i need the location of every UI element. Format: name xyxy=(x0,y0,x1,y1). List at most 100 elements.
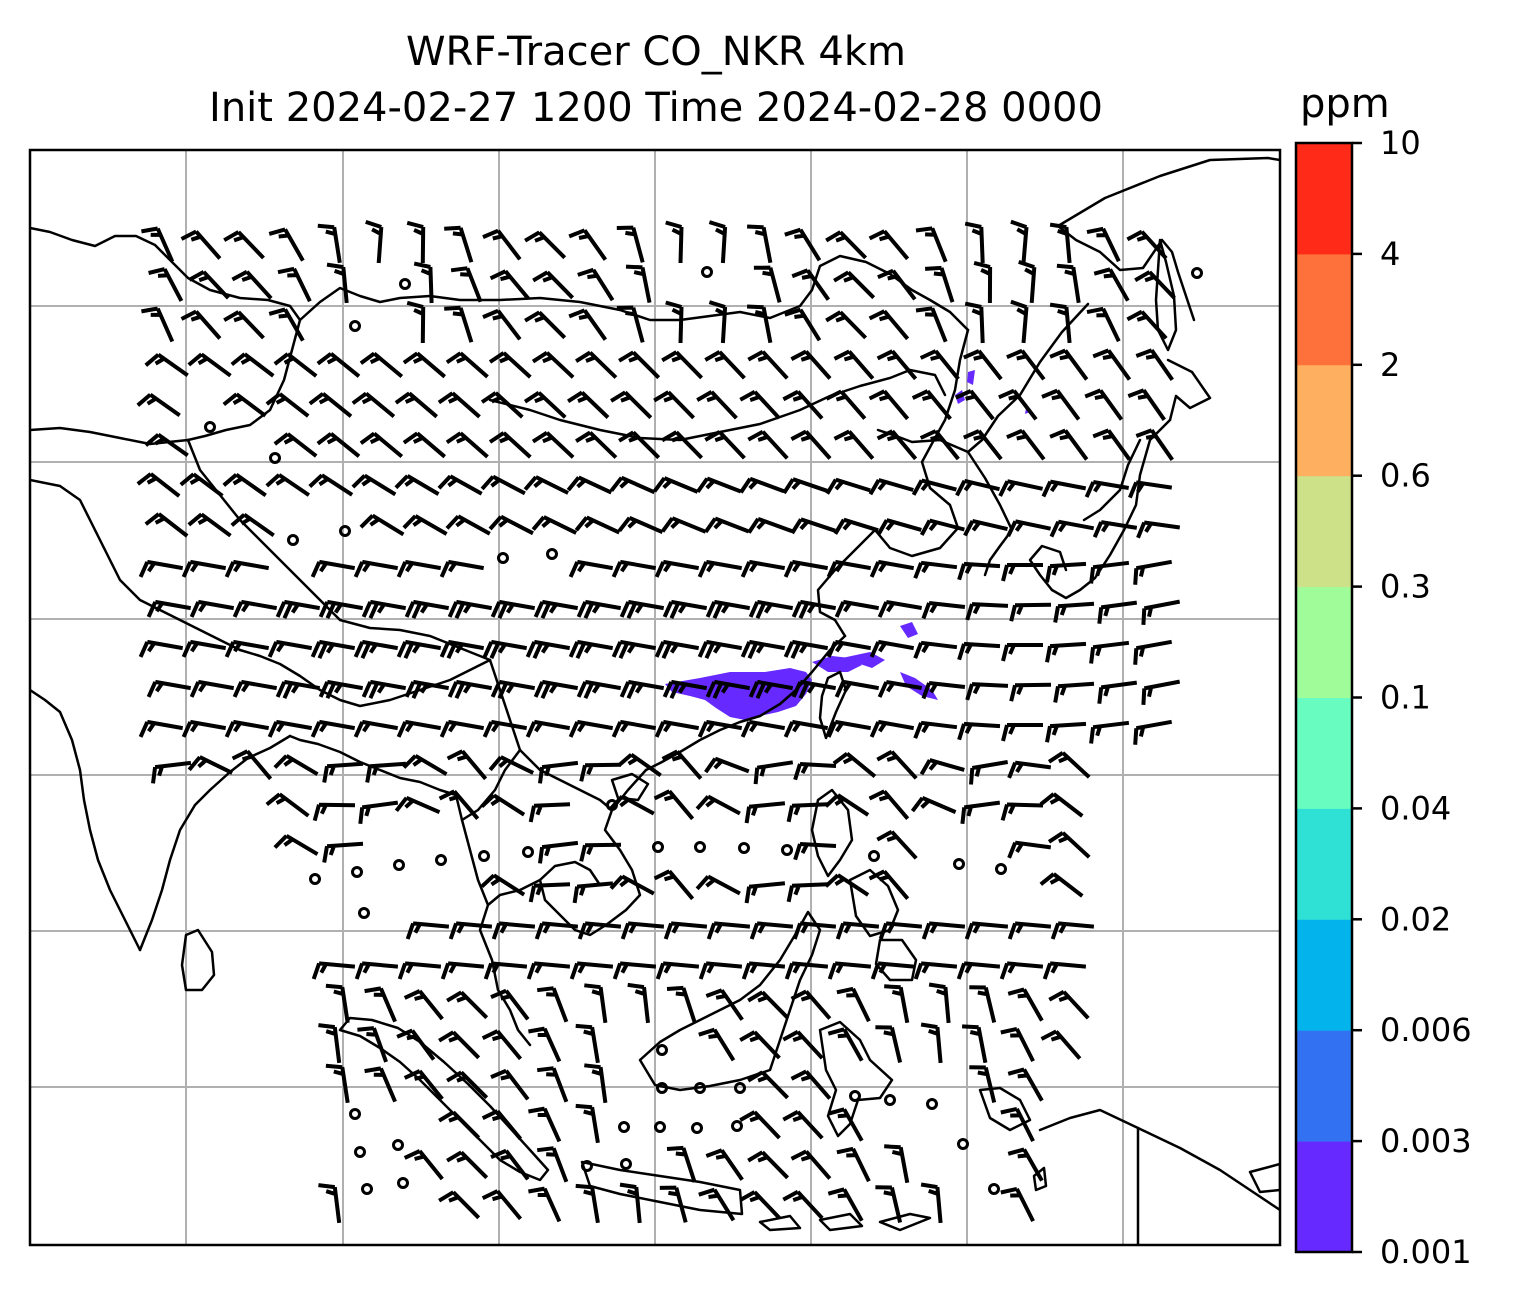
calm-wind-marker xyxy=(620,1158,632,1170)
wind-barb xyxy=(625,264,652,303)
wind-barb xyxy=(1097,600,1138,624)
wind-barb xyxy=(827,961,872,980)
wind-barb xyxy=(740,639,786,660)
wind-barb xyxy=(402,351,446,379)
wind-barb xyxy=(317,223,342,264)
wind-barb xyxy=(749,921,794,940)
wind-barb xyxy=(834,599,880,618)
wind-barb xyxy=(611,639,657,660)
calm-wind-marker xyxy=(339,525,351,537)
wind-barb xyxy=(361,679,407,700)
wind-barb xyxy=(960,800,1001,825)
wind-barb xyxy=(612,961,657,980)
wind-barb xyxy=(273,834,319,856)
wind-barb xyxy=(1092,348,1132,381)
wind-barb xyxy=(310,719,356,738)
wind-barb xyxy=(741,961,786,980)
wind-barb xyxy=(969,1065,997,1103)
wind-barb xyxy=(705,1148,744,1181)
wind-barb xyxy=(397,961,442,980)
colorbar-tick-label: 0.003 xyxy=(1380,1122,1472,1160)
wind-barb xyxy=(450,266,483,303)
wind-barb xyxy=(666,1145,697,1183)
wind-barb xyxy=(138,639,184,658)
colorbar-tick-label: 0.04 xyxy=(1380,789,1451,827)
wind-barb xyxy=(1001,723,1043,742)
wind-barb xyxy=(318,1023,342,1064)
calm-wind-marker xyxy=(351,866,363,878)
wind-barb xyxy=(753,760,794,785)
wind-barb xyxy=(998,388,1038,421)
coastlines xyxy=(30,156,1280,1245)
wind-barb xyxy=(654,559,700,578)
wind-barb xyxy=(783,719,829,738)
wind-barb xyxy=(961,1024,988,1064)
wind-barb xyxy=(1089,720,1130,744)
wind-barb xyxy=(524,310,567,340)
colorbar-tick-label: 0.3 xyxy=(1380,568,1431,606)
wind-barb xyxy=(659,1185,688,1223)
wind-barb xyxy=(187,755,234,775)
wind-barb xyxy=(876,349,918,381)
wind-barb xyxy=(921,921,966,940)
wind-barb xyxy=(445,351,489,379)
calm-wind-marker xyxy=(953,858,965,870)
wind-barb xyxy=(824,873,870,897)
wind-barb xyxy=(619,599,665,620)
wind-barb xyxy=(783,559,829,578)
wind-barb xyxy=(698,1187,736,1222)
wind-barb xyxy=(654,639,700,660)
wind-barb xyxy=(698,961,743,980)
wind-barb xyxy=(1010,219,1029,264)
wind-barb xyxy=(786,802,829,823)
wind-barb xyxy=(439,639,485,660)
wind-barb xyxy=(446,1070,489,1100)
wind-barb xyxy=(616,305,645,343)
wind-barb xyxy=(928,982,951,1024)
wind-barb xyxy=(267,639,313,658)
wind-barb xyxy=(438,1030,481,1060)
wind-barb xyxy=(403,1149,444,1181)
wind-barb xyxy=(998,479,1044,497)
wind-barb xyxy=(827,1107,864,1142)
wind-barb xyxy=(868,309,910,341)
wind-barb xyxy=(1092,520,1138,538)
wind-barb xyxy=(523,391,567,419)
wind-barb xyxy=(584,1063,608,1104)
wind-barb xyxy=(489,269,531,301)
calm-wind-marker xyxy=(694,1082,706,1094)
wind-barb xyxy=(353,559,399,578)
calm-wind-marker xyxy=(694,841,706,853)
colorbar-swatch xyxy=(1296,697,1352,809)
wind-barb xyxy=(782,1110,824,1140)
calm-wind-marker xyxy=(269,452,281,464)
wind-barb xyxy=(1133,719,1173,745)
wind-barb xyxy=(969,760,1009,785)
wind-barb xyxy=(660,516,707,534)
wind-barb xyxy=(833,429,875,460)
wind-barb xyxy=(784,227,822,262)
wind-barb xyxy=(835,921,880,940)
wind-barb xyxy=(748,599,794,620)
graticule-lines xyxy=(30,150,1280,1245)
wind-barb xyxy=(1000,802,1044,821)
wind-barb xyxy=(406,220,426,264)
wind-barb xyxy=(437,391,481,419)
calm-wind-marker xyxy=(734,1082,746,1094)
wind-barb xyxy=(791,268,831,301)
wind-barb xyxy=(1007,1067,1044,1102)
wind-barb xyxy=(404,599,450,620)
wind-barb xyxy=(708,300,728,344)
calm-wind-marker xyxy=(606,799,618,811)
wind-barb xyxy=(695,874,741,896)
wind-barb xyxy=(744,801,786,824)
wind-barb xyxy=(753,265,782,303)
colorbar-swatch xyxy=(1296,143,1352,255)
wind-barb xyxy=(747,224,773,264)
wind-barb xyxy=(224,559,270,578)
wind-barb xyxy=(964,301,985,344)
wind-barb xyxy=(1009,682,1052,702)
wind-barb xyxy=(740,559,786,578)
wind-barb xyxy=(963,518,1008,537)
wind-barb xyxy=(919,758,965,776)
